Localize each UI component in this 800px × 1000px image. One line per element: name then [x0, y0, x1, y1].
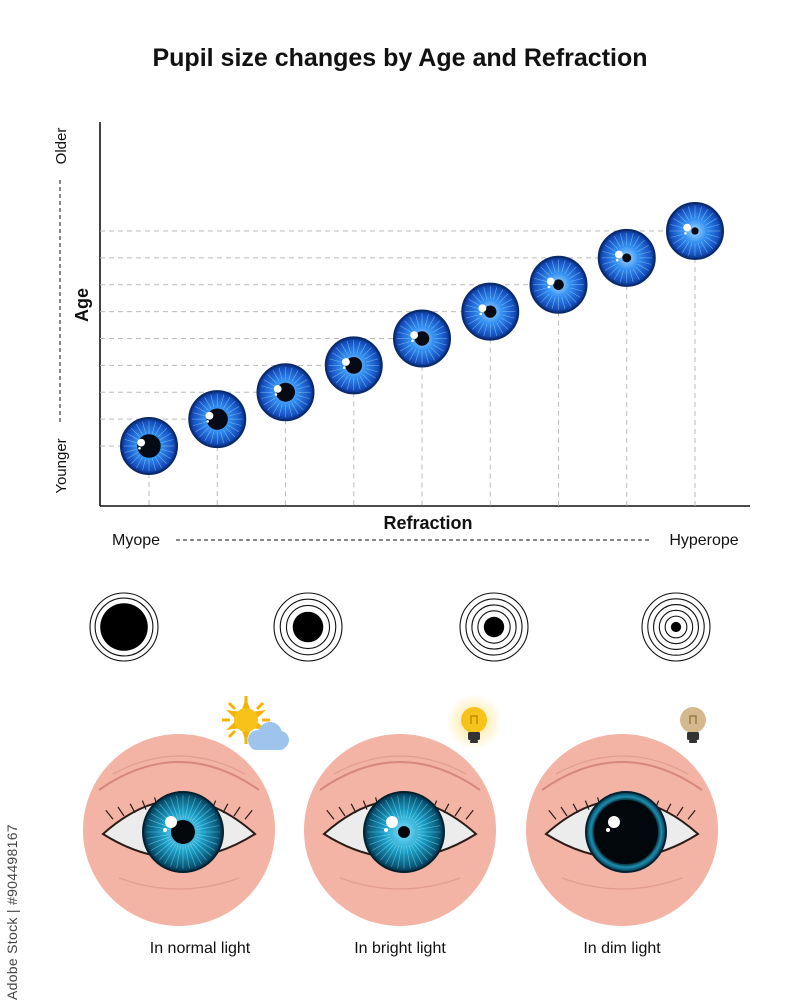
eye-point — [256, 363, 315, 422]
pupil-ring-figure — [459, 592, 529, 662]
pupil-ring-figure — [641, 592, 711, 662]
pupil-ring-figure — [273, 592, 343, 662]
eye-point — [597, 228, 656, 287]
eye-point — [324, 336, 383, 395]
eye-point — [666, 202, 724, 260]
eye-point — [393, 309, 451, 368]
x-axis-label: Refraction — [383, 513, 472, 533]
eye-point — [188, 390, 247, 449]
y-axis-label: Age — [72, 288, 92, 322]
caption-normal-light: In normal light — [149, 940, 251, 957]
eye-point — [461, 282, 520, 341]
sun-cloud-icon — [222, 696, 289, 750]
lit-bulb-icon — [446, 694, 502, 750]
dim-bulb-icon — [680, 707, 706, 743]
x-high-label: Hyperope — [669, 532, 738, 549]
eye-illustration — [83, 734, 275, 926]
pupil-ring-figure — [89, 592, 159, 662]
x-low-label: Myope — [112, 532, 160, 549]
page-title: Pupil size changes by Age and Refraction — [152, 44, 648, 72]
chart-axes — [59, 122, 750, 541]
eye-illustration — [526, 734, 718, 926]
pupil-ring-row — [89, 592, 711, 662]
chart-points — [120, 202, 724, 475]
caption-dim-light: In dim light — [583, 940, 661, 957]
y-high-label: Older — [53, 128, 70, 165]
stock-watermark: Adobe Stock | #904498167 — [4, 824, 20, 1000]
light-eye-row — [83, 734, 718, 926]
eye-illustration — [304, 734, 496, 926]
y-low-label: Younger — [53, 438, 70, 493]
eye-point — [120, 417, 178, 475]
caption-bright-light: In bright light — [354, 940, 446, 957]
eye-point — [529, 255, 588, 314]
